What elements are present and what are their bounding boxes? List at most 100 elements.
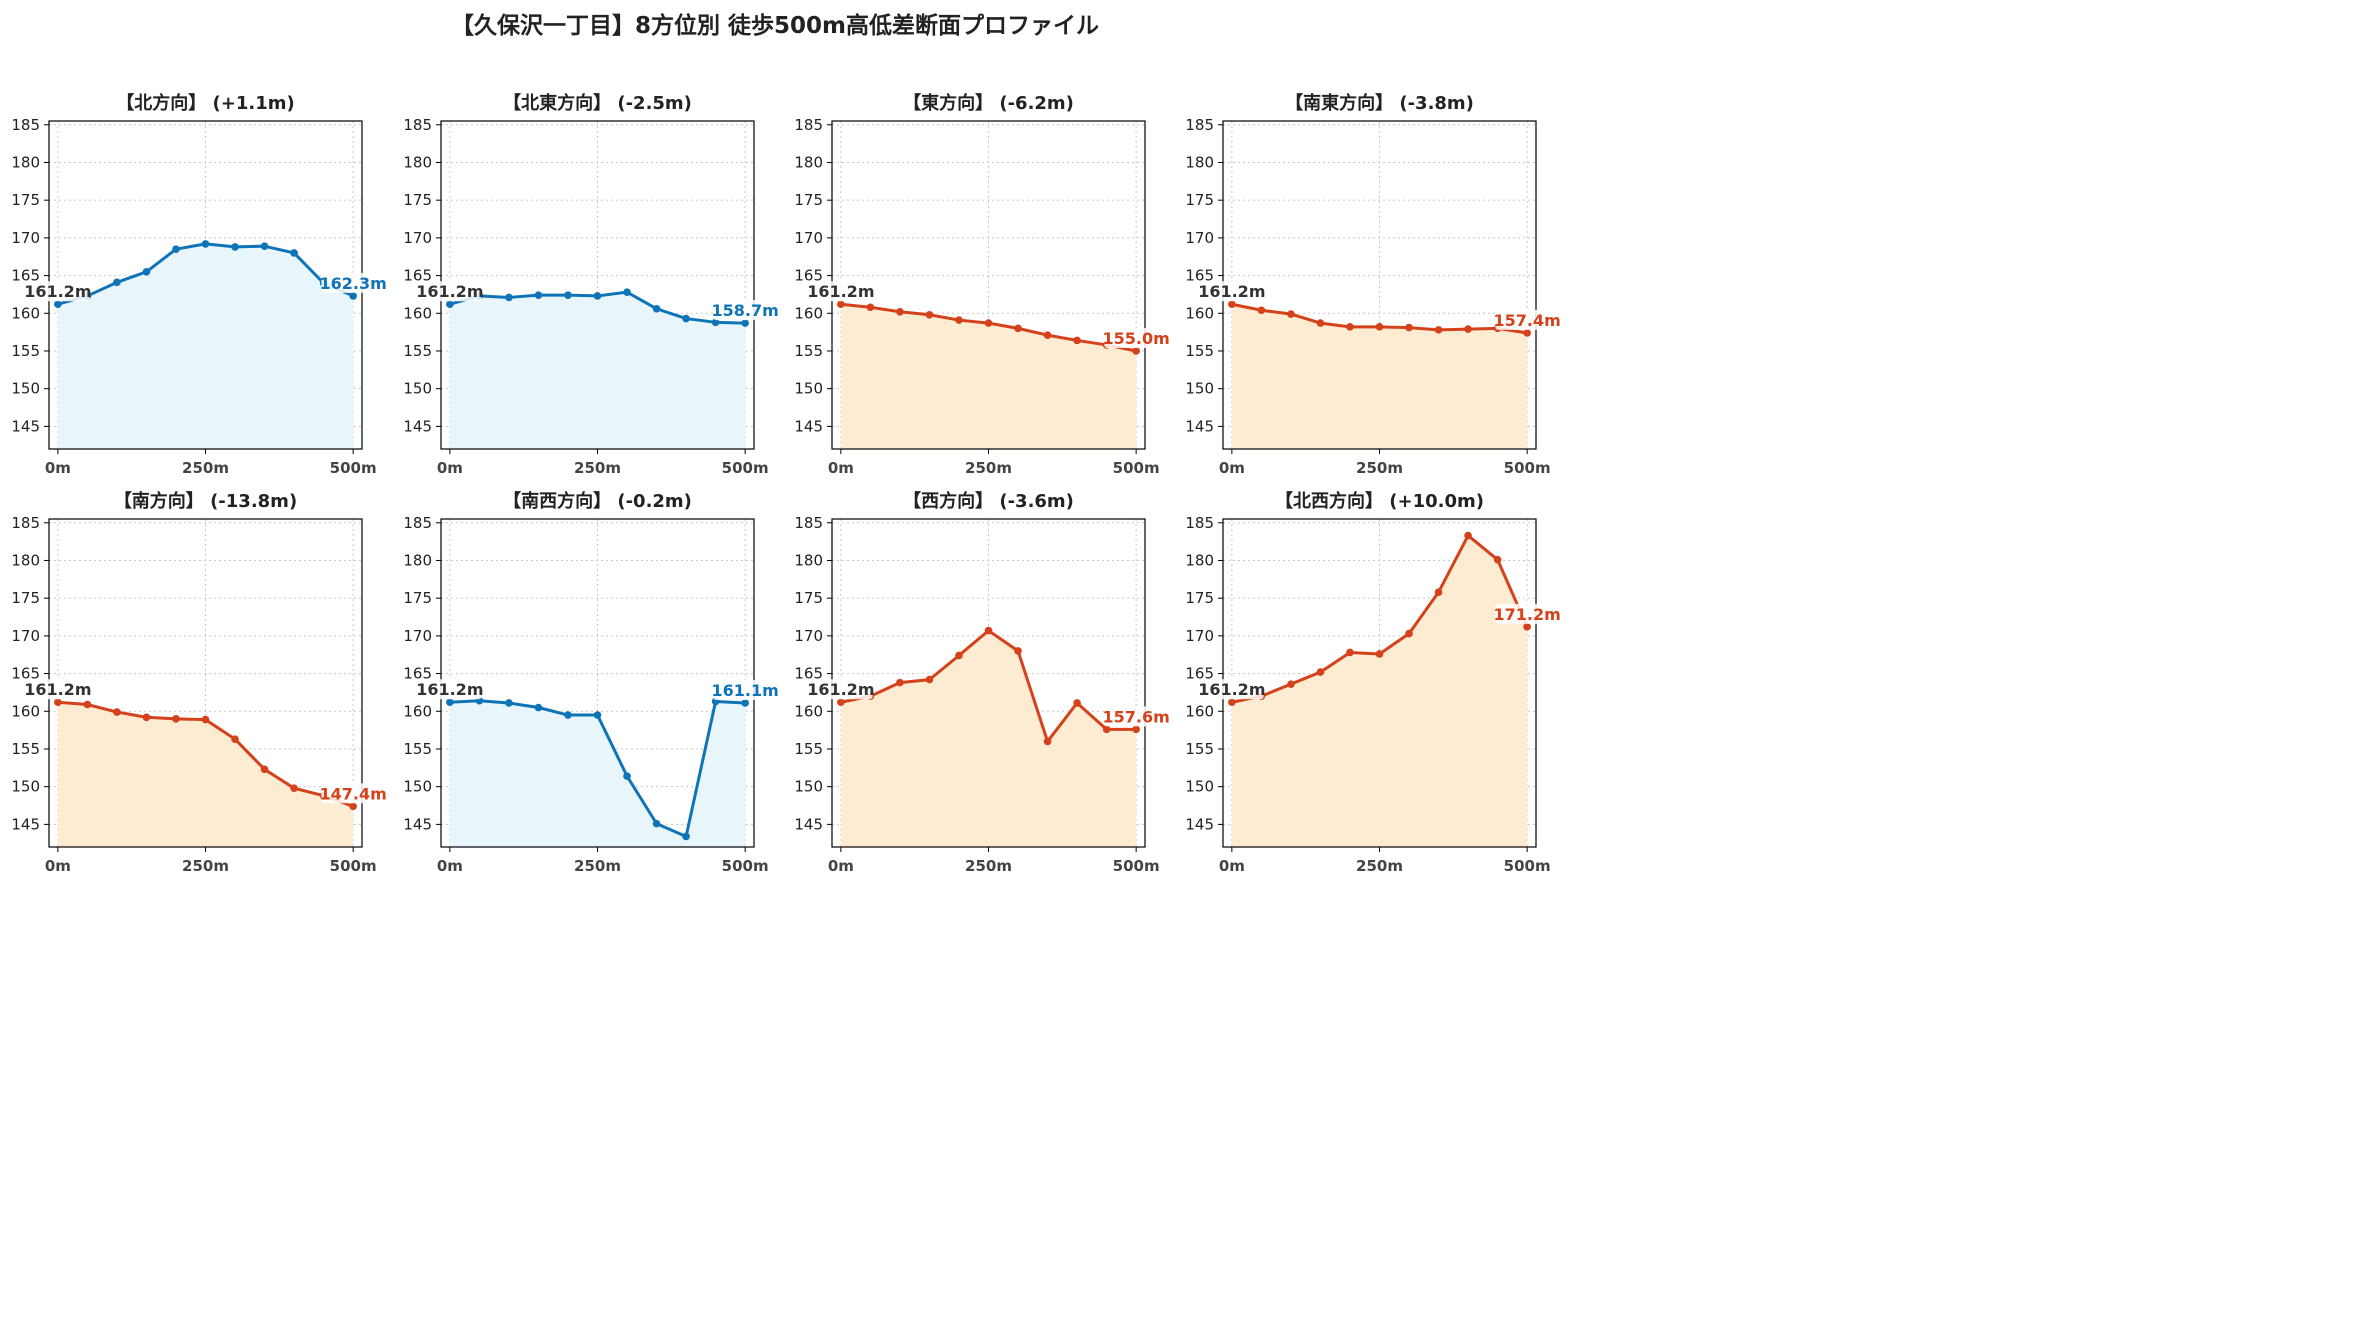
- svg-text:161.2m: 161.2m: [807, 680, 874, 699]
- y-tick-label: 145: [403, 417, 432, 435]
- data-point: [1287, 310, 1295, 318]
- data-point: [1434, 588, 1443, 596]
- y-tick-label: 150: [1185, 380, 1214, 398]
- y-tick-label: 150: [11, 380, 40, 398]
- data-point: [113, 708, 121, 716]
- data-point: [201, 240, 210, 248]
- y-tick-label: 180: [1185, 551, 1214, 569]
- svg-text:161.2m: 161.2m: [416, 680, 483, 699]
- area-fill: [840, 630, 1137, 847]
- y-tick-label: 165: [1185, 665, 1214, 683]
- data-point: [142, 713, 151, 722]
- y-tick-label: 170: [403, 229, 432, 247]
- data-point: [290, 249, 298, 257]
- data-point: [1346, 648, 1354, 657]
- chart-title: 【東方向】 (-6.2m): [903, 92, 1074, 114]
- y-tick-label: 145: [794, 815, 823, 833]
- start-elevation-label: 161.2m: [416, 281, 483, 302]
- area-fill: [1231, 304, 1528, 449]
- data-point: [113, 278, 121, 287]
- data-point: [1405, 323, 1413, 332]
- data-point: [260, 765, 269, 774]
- y-tick-label: 170: [403, 627, 432, 645]
- data-point: [593, 711, 602, 719]
- svg-text:158.7m: 158.7m: [712, 301, 779, 320]
- svg-text:162.3m: 162.3m: [320, 274, 387, 293]
- svg-text:161.2m: 161.2m: [807, 282, 874, 301]
- x-tick-label: 500m: [330, 459, 377, 477]
- y-tick-label: 155: [794, 342, 823, 360]
- y-tick-label: 160: [794, 304, 823, 322]
- svg-text:161.1m: 161.1m: [712, 681, 779, 700]
- y-tick-label: 180: [11, 153, 40, 171]
- y-tick-label: 180: [11, 551, 40, 569]
- y-tick-label: 180: [794, 551, 823, 569]
- x-tick-label: 0m: [1219, 459, 1245, 477]
- data-point: [837, 300, 845, 309]
- y-tick-label: 160: [1185, 304, 1214, 322]
- data-point: [349, 292, 357, 300]
- y-tick-label: 175: [403, 589, 432, 607]
- y-tick-label: 150: [11, 778, 40, 796]
- x-tick-label: 0m: [45, 857, 71, 875]
- start-elevation-label: 161.2m: [24, 281, 91, 302]
- y-tick-label: 155: [403, 740, 432, 758]
- data-point: [593, 292, 602, 300]
- y-tick-label: 175: [403, 191, 432, 209]
- y-tick-label: 165: [11, 267, 40, 285]
- data-point: [866, 303, 875, 312]
- svg-text:157.4m: 157.4m: [1494, 311, 1561, 330]
- data-point: [1464, 325, 1472, 333]
- data-point: [201, 715, 210, 724]
- elevation-chart-8: 【北西方向】 (+10.0m) 145 150 155 160 165 170 175 180 1…: [1185, 490, 1560, 875]
- y-tick-label: 170: [11, 229, 40, 247]
- svg-text:157.6m: 157.6m: [1103, 707, 1170, 726]
- start-elevation-label: 161.2m: [807, 679, 874, 700]
- end-elevation-label: 157.4m: [1494, 309, 1561, 330]
- data-point: [1434, 326, 1443, 334]
- area-fill: [1231, 535, 1528, 847]
- data-point: [1073, 336, 1081, 345]
- x-tick-label: 0m: [828, 459, 854, 477]
- data-point: [349, 802, 357, 811]
- data-point: [925, 675, 934, 684]
- end-elevation-label: 155.0m: [1103, 327, 1170, 348]
- data-point: [1014, 324, 1022, 333]
- chart-title: 【北西方向】 (+10.0m): [1275, 490, 1484, 512]
- y-tick-label: 185: [794, 514, 823, 532]
- start-elevation-label: 161.2m: [807, 281, 874, 302]
- svg-text:161.2m: 161.2m: [24, 282, 91, 301]
- x-tick-label: 500m: [722, 459, 769, 477]
- data-point: [1287, 680, 1295, 688]
- data-point: [1132, 347, 1140, 355]
- y-tick-label: 185: [403, 116, 432, 134]
- y-tick-label: 160: [794, 702, 823, 720]
- data-point: [83, 700, 92, 709]
- chart-title: 【南方向】 (-13.8m): [114, 490, 297, 512]
- x-tick-label: 0m: [45, 459, 71, 477]
- y-tick-label: 160: [11, 304, 40, 322]
- figure-title: 【久保沢一丁目】8方位別 徒歩500m高低差断面プロファイル: [451, 13, 1099, 39]
- data-point: [682, 832, 690, 841]
- end-elevation-label: 157.6m: [1103, 706, 1170, 727]
- data-point: [1464, 531, 1472, 540]
- svg-text:171.2m: 171.2m: [1494, 605, 1561, 624]
- area-fill: [840, 304, 1137, 449]
- data-point: [1257, 306, 1266, 315]
- svg-text:161.2m: 161.2m: [24, 680, 91, 699]
- x-tick-label: 250m: [182, 459, 229, 477]
- data-point: [1132, 725, 1140, 734]
- data-point: [1523, 329, 1531, 337]
- y-tick-label: 155: [11, 740, 40, 758]
- data-point: [711, 318, 720, 327]
- data-point: [1043, 737, 1052, 746]
- y-tick-label: 145: [794, 417, 823, 435]
- y-tick-label: 185: [794, 116, 823, 134]
- y-tick-label: 185: [11, 514, 40, 532]
- elevation-chart-7: 【西方向】 (-3.6m) 145 150 155 160 165 170 175 180 185…: [794, 490, 1169, 875]
- data-point: [142, 268, 151, 276]
- data-point: [1375, 323, 1384, 331]
- data-point: [984, 626, 993, 635]
- y-tick-label: 180: [1185, 153, 1214, 171]
- data-point: [741, 319, 749, 327]
